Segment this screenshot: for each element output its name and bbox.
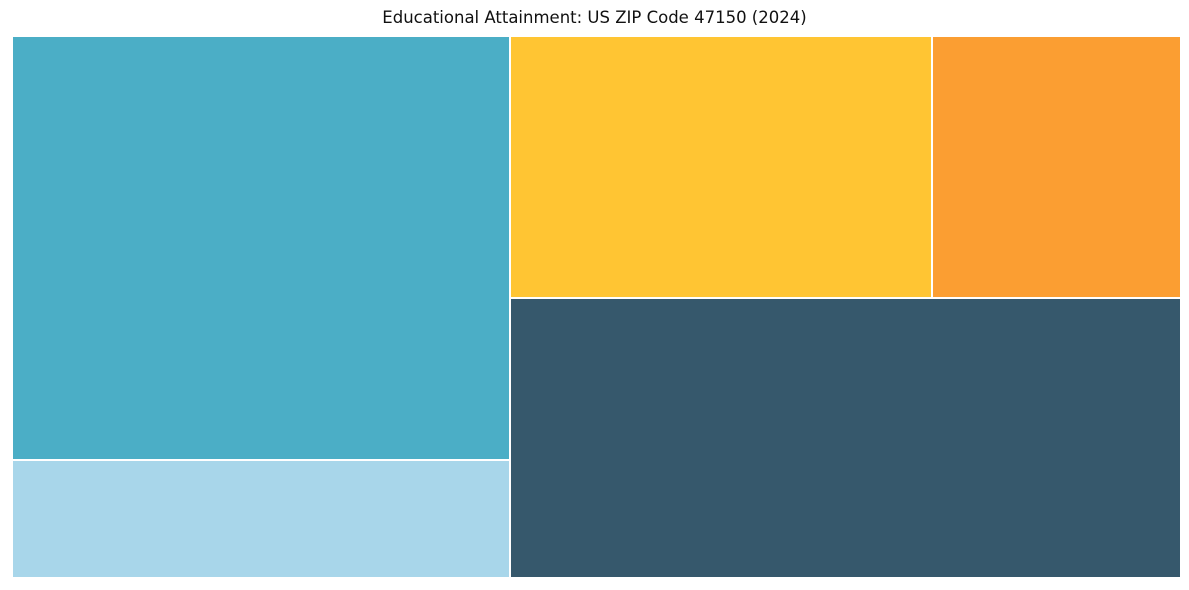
treemap-cell-dark-slate-bottom-right bbox=[509, 297, 1181, 578]
treemap-cell-teal-large-left bbox=[12, 36, 510, 460]
treemap-chart bbox=[12, 36, 1181, 578]
treemap-cell-orange-top-right bbox=[932, 36, 1181, 298]
treemap-cell-amber-top-middle bbox=[509, 36, 932, 298]
chart-title: Educational Attainment: US ZIP Code 4715… bbox=[382, 8, 807, 27]
treemap-cell-light-blue-bottom-left bbox=[12, 459, 510, 578]
